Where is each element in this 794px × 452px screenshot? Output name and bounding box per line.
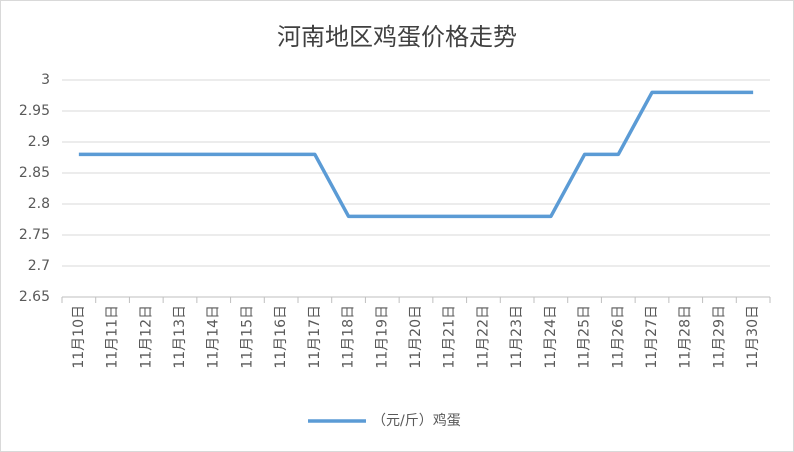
x-tick-label: 11月30日 [745,305,761,369]
x-tick-label: 11月26日 [610,305,626,369]
x-tick-label: 11月15日 [239,305,255,369]
x-tick-label: 11月27日 [644,305,660,369]
x-tick-label: 11月12日 [138,305,154,369]
x-tick-label: 11月17日 [307,305,323,369]
y-tick-label: 3 [41,72,50,88]
x-tick-label: 11月21日 [442,305,458,369]
y-tick-label: 2.65 [19,289,50,305]
x-tick-label: 11月13日 [172,305,188,369]
x-tick-label: 11月18日 [341,305,357,369]
x-tick-label: 11月11日 [105,305,121,369]
x-tick-label: 11月28日 [678,305,694,369]
x-tick-label: 11月25日 [577,305,593,369]
chart-title: 河南地区鸡蛋价格走势 [277,23,517,51]
y-tick-label: 2.85 [19,165,50,181]
x-tick-label: 11月22日 [475,305,491,369]
x-tick-label: 11月10日 [71,305,87,369]
x-tick-label: 11月20日 [408,305,424,369]
y-tick-label: 2.75 [19,227,50,243]
x-tick-label: 11月29日 [711,305,727,369]
y-tick-label: 2.8 [28,196,50,212]
legend-label: （元/斤）鸡蛋 [372,412,461,429]
data-line [78,90,754,219]
y-tick-label: 2.9 [28,134,50,150]
x-tick-label: 11月16日 [273,305,289,369]
y-tick-label: 2.7 [28,258,50,274]
y-tick-label: 2.95 [19,103,50,119]
x-tick-label: 11月19日 [374,305,390,369]
x-tick-label: 11月24日 [543,305,559,369]
x-tick-label: 11月14日 [206,305,222,369]
x-tick-label: 11月23日 [509,305,525,369]
